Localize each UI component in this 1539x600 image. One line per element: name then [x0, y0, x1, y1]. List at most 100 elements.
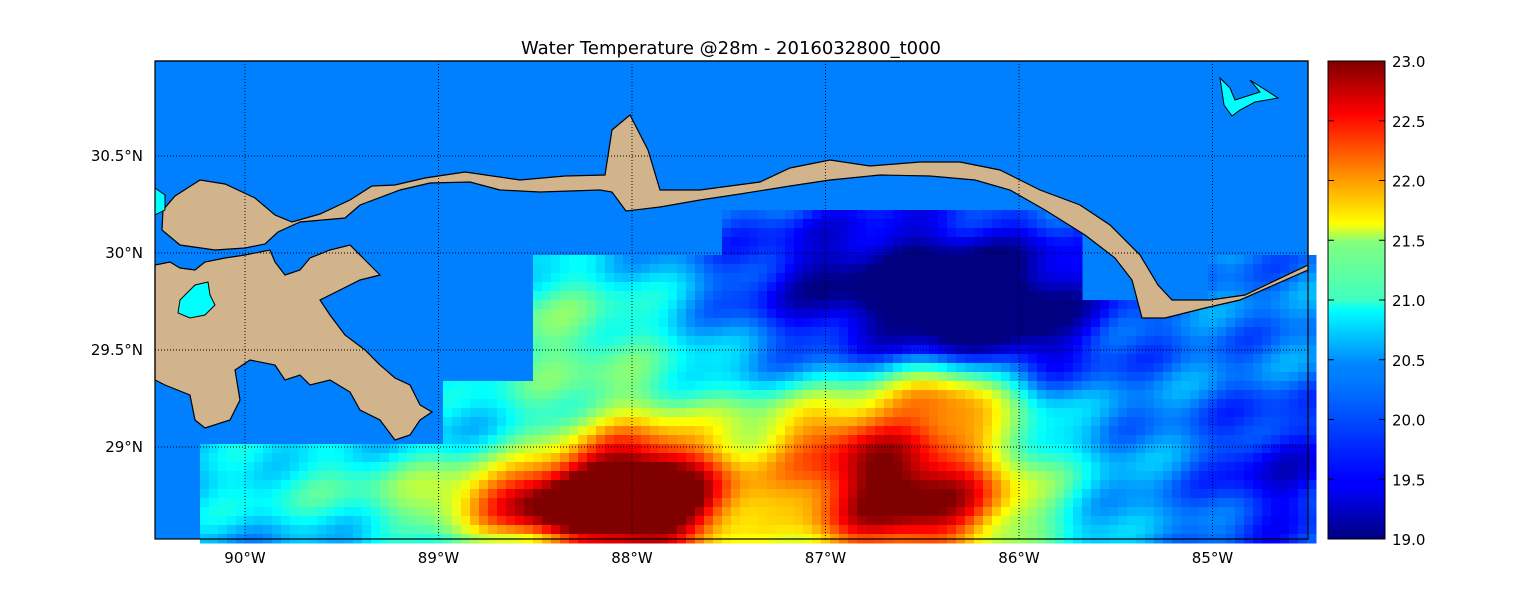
temperature-cell — [803, 453, 813, 463]
temperature-cell — [1172, 525, 1182, 535]
temperature-cell — [623, 507, 633, 517]
temperature-cell — [542, 444, 552, 454]
temperature-cell — [587, 390, 597, 400]
temperature-cell — [1037, 336, 1047, 346]
temperature-cell — [812, 525, 822, 535]
temperature-cell — [1127, 363, 1137, 373]
longitude-tick-label: 86°W — [998, 549, 1040, 567]
temperature-cell — [1172, 327, 1182, 337]
temperature-cell — [227, 453, 237, 463]
temperature-cell — [551, 345, 561, 355]
temperature-cell — [1073, 498, 1083, 508]
temperature-cell — [686, 291, 696, 301]
temperature-cell — [326, 498, 336, 508]
temperature-cell — [1298, 399, 1308, 409]
temperature-cell — [866, 210, 876, 220]
temperature-cell — [569, 309, 579, 319]
temperature-cell — [650, 390, 660, 400]
temperature-cell — [632, 516, 642, 526]
temperature-cell — [812, 480, 822, 490]
temperature-cell — [533, 372, 543, 382]
temperature-cell — [344, 516, 354, 526]
temperature-cell — [794, 264, 804, 274]
temperature-cell — [704, 345, 714, 355]
temperature-cell — [875, 291, 885, 301]
temperature-cell — [803, 282, 813, 292]
temperature-cell — [614, 309, 624, 319]
temperature-cell — [929, 264, 939, 274]
temperature-cell — [1046, 210, 1056, 220]
temperature-cell — [812, 318, 822, 328]
temperature-cell — [335, 507, 345, 517]
temperature-cell — [677, 255, 687, 265]
temperature-cell — [1271, 453, 1281, 463]
temperature-cell — [776, 435, 786, 445]
temperature-cell — [218, 489, 228, 499]
temperature-cell — [884, 246, 894, 256]
temperature-cell — [686, 309, 696, 319]
temperature-cell — [1181, 498, 1191, 508]
temperature-cell — [605, 462, 615, 472]
temperature-cell — [1298, 435, 1308, 445]
temperature-cell — [695, 462, 705, 472]
temperature-cell — [1289, 462, 1299, 472]
temperature-cell — [893, 345, 903, 355]
temperature-cell — [1010, 498, 1020, 508]
temperature-cell — [938, 291, 948, 301]
temperature-cell — [785, 264, 795, 274]
temperature-cell — [938, 525, 948, 535]
temperature-cell — [497, 417, 507, 427]
temperature-cell — [992, 408, 1002, 418]
temperature-cell — [578, 417, 588, 427]
temperature-cell — [470, 408, 480, 418]
temperature-cell — [911, 354, 921, 364]
temperature-cell — [992, 372, 1002, 382]
temperature-cell — [290, 516, 300, 526]
temperature-cell — [1217, 309, 1227, 319]
temperature-cell — [1109, 372, 1119, 382]
temperature-cell — [884, 399, 894, 409]
temperature-cell — [1127, 516, 1137, 526]
temperature-cell — [1145, 381, 1155, 391]
temperature-cell — [722, 291, 732, 301]
temperature-cell — [740, 300, 750, 310]
temperature-cell — [785, 354, 795, 364]
temperature-cell — [911, 273, 921, 283]
temperature-cell — [344, 498, 354, 508]
temperature-cell — [731, 228, 741, 238]
temperature-cell — [875, 354, 885, 364]
temperature-cell — [299, 516, 309, 526]
temperature-cell — [542, 426, 552, 436]
temperature-cell — [776, 219, 786, 229]
temperature-cell — [938, 462, 948, 472]
temperature-cell — [785, 444, 795, 454]
temperature-cell — [650, 336, 660, 346]
temperature-cell — [1253, 273, 1263, 283]
temperature-cell — [1010, 390, 1020, 400]
temperature-cell — [542, 282, 552, 292]
temperature-cell — [1019, 381, 1029, 391]
temperature-cell — [920, 372, 930, 382]
temperature-cell — [1280, 282, 1290, 292]
temperature-cell — [758, 219, 768, 229]
temperature-cell — [776, 300, 786, 310]
temperature-cell — [749, 354, 759, 364]
temperature-cell — [1037, 408, 1047, 418]
temperature-cell — [479, 417, 489, 427]
temperature-cell — [893, 354, 903, 364]
temperature-cell — [965, 507, 975, 517]
temperature-cell — [1289, 372, 1299, 382]
temperature-cell — [1118, 408, 1128, 418]
temperature-cell — [632, 390, 642, 400]
temperature-cell — [965, 345, 975, 355]
temperature-cell — [992, 507, 1002, 517]
temperature-cell — [947, 210, 957, 220]
temperature-cell — [668, 273, 678, 283]
temperature-cell — [983, 525, 993, 535]
temperature-cell — [722, 444, 732, 454]
temperature-cell — [1298, 471, 1308, 481]
temperature-cell — [1010, 381, 1020, 391]
temperature-cell — [1163, 444, 1173, 454]
temperature-cell — [488, 390, 498, 400]
temperature-cell — [1253, 507, 1263, 517]
